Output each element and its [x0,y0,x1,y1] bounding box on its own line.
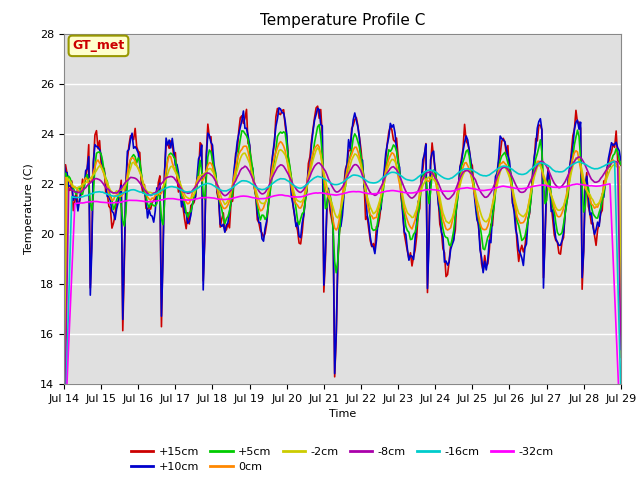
+5cm [397,187,405,193]
+5cm [379,193,387,199]
-2cm [550,201,558,206]
Title: Temperature Profile C: Temperature Profile C [260,13,425,28]
Line: +15cm: +15cm [64,106,621,377]
-2cm [60,453,68,459]
+10cm [552,236,559,241]
-8cm [549,177,557,183]
-16cm [60,462,68,468]
Y-axis label: Temperature (C): Temperature (C) [24,163,35,254]
-8cm [377,184,385,190]
+10cm [164,142,172,148]
+5cm [76,184,83,190]
-2cm [397,184,405,190]
-16cm [164,185,172,191]
Line: +5cm: +5cm [64,125,621,451]
-32cm [617,437,625,443]
0cm [397,189,405,194]
+15cm [331,374,339,380]
+5cm [410,231,417,237]
+5cm [164,156,172,161]
+15cm [552,238,559,243]
+5cm [550,208,558,214]
-32cm [164,196,172,202]
-2cm [379,186,387,192]
-16cm [617,387,625,393]
0cm [60,360,68,366]
+15cm [314,103,321,109]
Line: -2cm: -2cm [64,148,621,456]
+15cm [617,162,625,168]
-8cm [60,462,68,468]
-8cm [396,173,403,179]
-8cm [164,174,172,180]
Line: +10cm: +10cm [64,108,621,373]
-32cm [408,190,416,196]
-2cm [164,171,172,177]
0cm [379,183,387,189]
-32cm [76,200,83,206]
-32cm [396,189,403,194]
+15cm [399,207,406,213]
0cm [550,205,558,211]
+10cm [275,105,283,111]
Text: GT_met: GT_met [72,39,125,52]
-32cm [377,190,385,195]
0cm [164,158,172,164]
-16cm [396,172,403,178]
+10cm [331,371,339,376]
+10cm [412,236,419,241]
Line: -8cm: -8cm [64,157,621,465]
-32cm [606,181,614,187]
0cm [410,222,417,228]
-32cm [60,449,68,455]
+15cm [164,141,172,146]
-2cm [76,184,83,190]
+5cm [60,448,68,454]
-8cm [575,154,583,160]
-16cm [549,167,557,173]
+15cm [76,199,83,205]
-16cm [609,158,617,164]
0cm [76,189,83,195]
-16cm [76,195,83,201]
0cm [276,139,284,144]
-2cm [314,145,321,151]
0cm [617,355,625,360]
X-axis label: Time: Time [329,409,356,419]
-2cm [617,308,625,313]
Line: 0cm: 0cm [64,142,621,363]
-8cm [617,347,625,352]
Line: -16cm: -16cm [64,161,621,465]
-32cm [549,184,557,190]
+10cm [380,168,388,174]
+15cm [412,247,419,253]
+5cm [617,162,625,168]
+10cm [60,161,68,167]
+5cm [316,122,323,128]
+15cm [380,175,388,181]
+15cm [60,171,68,177]
-8cm [408,195,416,201]
-16cm [377,177,385,182]
Line: -32cm: -32cm [64,184,621,452]
+10cm [399,211,406,217]
-2cm [410,215,417,220]
Legend: +15cm, +10cm, +5cm, 0cm, -2cm, -8cm, -16cm, -32cm: +15cm, +10cm, +5cm, 0cm, -2cm, -8cm, -16… [127,442,558,477]
-8cm [76,190,83,195]
-16cm [408,178,416,183]
+10cm [76,198,83,204]
+10cm [617,158,625,164]
